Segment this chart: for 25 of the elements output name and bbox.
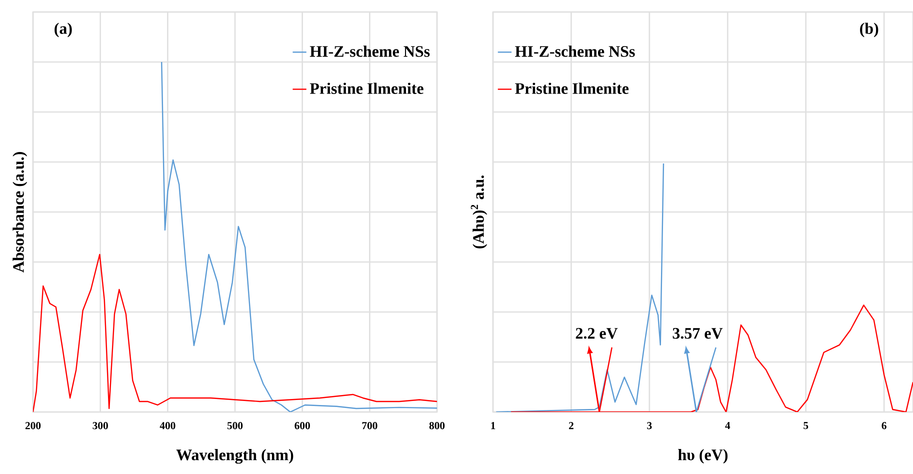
y-axis-title: Absorbance (a.u.): [12, 152, 28, 273]
x-tick-label: 800: [429, 422, 445, 430]
legend-label: Pristine Ilmenite: [515, 82, 629, 94]
text: (b): [860, 22, 878, 38]
legend-label: HI-Z-scheme NSs: [515, 46, 635, 57]
legend-label: Pristine Ilmenite: [310, 82, 424, 94]
y-axis-title: (Ahυ)$^{2}$ a.u.: [470, 176, 488, 248]
legend-label: HI-Z-scheme NSs: [310, 46, 430, 57]
x-tick-label: 3: [647, 422, 652, 430]
annotation: 3.57 eV: [672, 328, 723, 339]
x-tick-label: 200: [25, 422, 41, 430]
x-axis-title: Wavelength (nm): [176, 449, 294, 464]
x-tick-label: 6: [882, 422, 886, 430]
text: (a): [54, 22, 72, 38]
annotation: 2.2 eV: [576, 328, 618, 339]
x-tick-label: 4: [725, 422, 730, 430]
x-tick-label: 2: [568, 422, 574, 430]
x-tick-label: 400: [160, 422, 176, 430]
x-tick-label: 500: [227, 422, 243, 430]
x-tick-label: 700: [362, 422, 378, 430]
x-axis-title: hυ (eV): [678, 449, 728, 464]
x-tick-label: 5: [804, 422, 808, 430]
x-tick-label: 300: [92, 422, 108, 430]
x-tick-label: 1: [491, 422, 496, 430]
x-tick-label: 600: [294, 422, 310, 430]
